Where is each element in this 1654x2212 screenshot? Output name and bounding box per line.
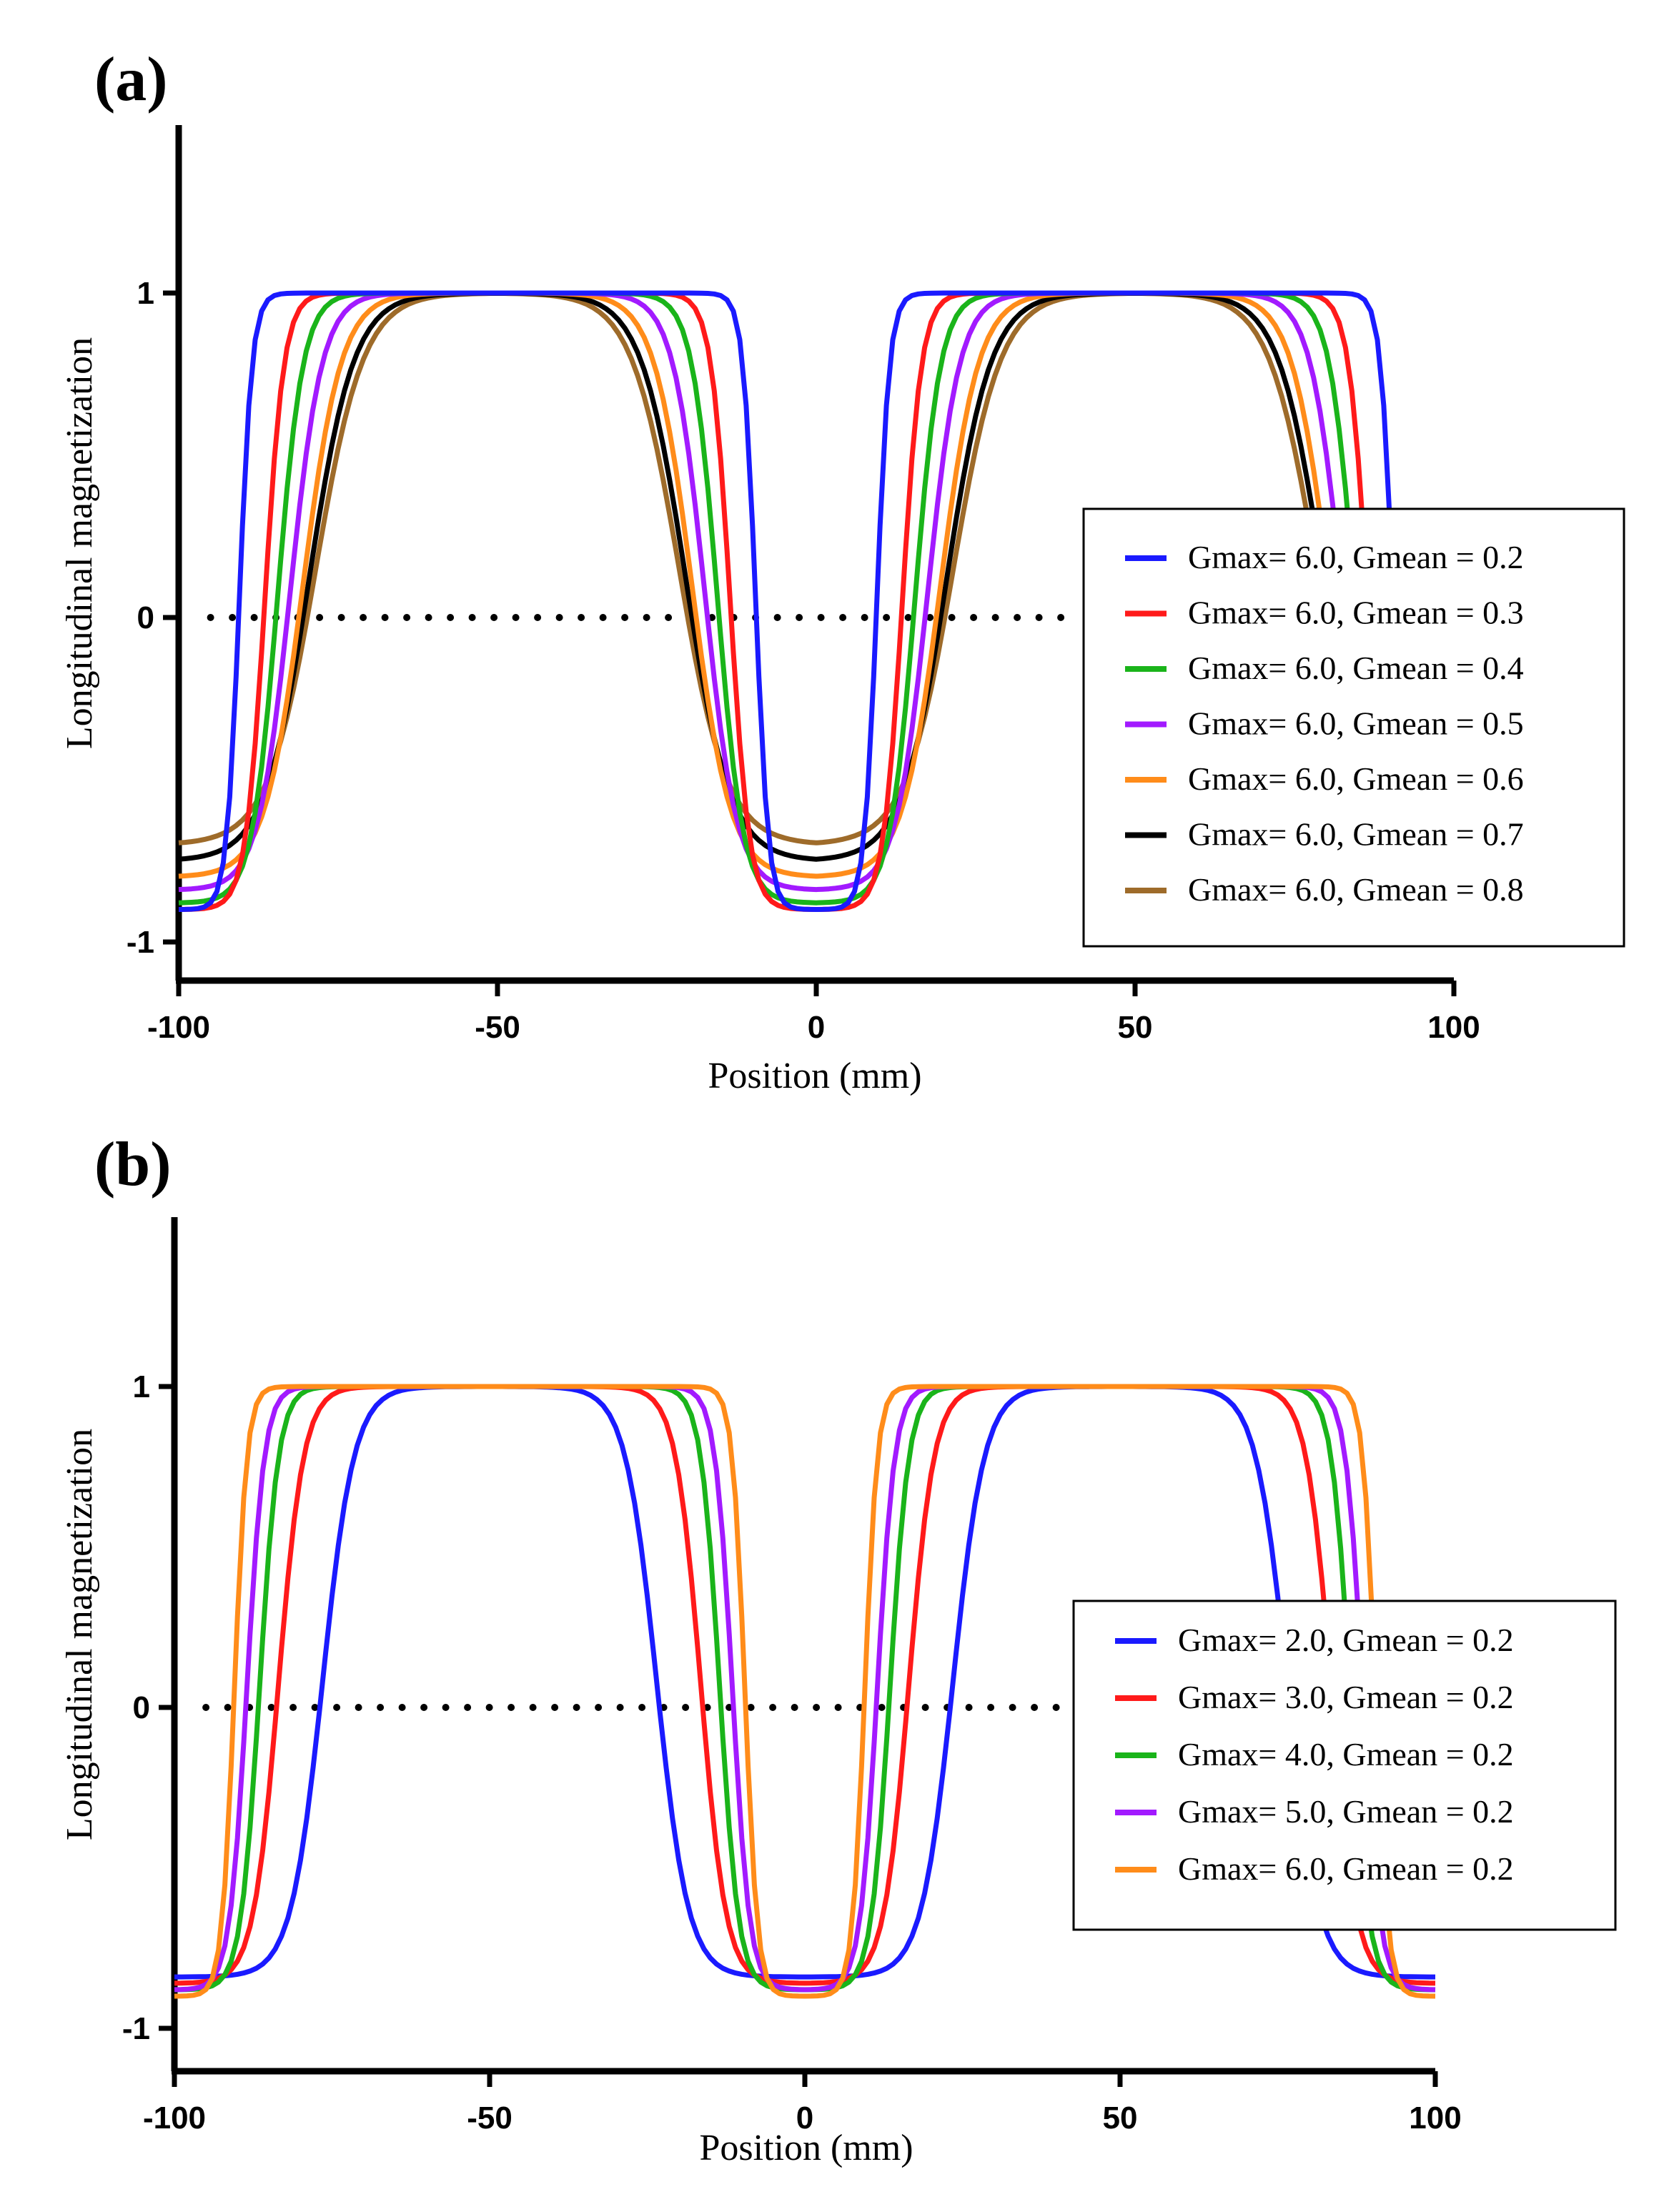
legend-label: Gmax= 6.0, Gmean = 0.2 [1178,1850,1514,1887]
legend-label: Gmax= 6.0, Gmean = 0.5 [1188,705,1524,742]
x-tick-label: 50 [1103,2101,1138,2136]
series-line [174,1384,1436,1999]
chart-panel-a: (a) -100 -50 0 50 100 -1 0 1 Position (mm) Longitu… [59,45,1625,1096]
legend-box [1082,507,1625,948]
legend-label: Gmax= 6.0, Gmean = 0.2 [1188,539,1524,575]
series-line [174,1384,1435,1980]
x-tick-label: -100 [143,2101,206,2136]
panel-label: (b) [94,1130,172,1199]
legend-label: Gmax= 6.0, Gmean = 0.6 [1188,760,1524,797]
y-tick-label: 0 [133,1690,150,1725]
series-line [178,290,1455,912]
x-tick-label: 100 [1427,1010,1480,1045]
panel-label: (a) [94,45,168,114]
legend-label: Gmax= 6.0, Gmean = 0.4 [1188,650,1524,686]
x-tick-label: 0 [808,1010,825,1045]
legend-label: Gmax= 3.0, Gmean = 0.2 [1178,1679,1514,1715]
legend-label: Gmax= 6.0, Gmean = 0.3 [1188,595,1524,631]
legend-label: Gmax= 2.0, Gmean = 0.2 [1178,1622,1514,1658]
x-tick-label: -50 [467,2101,512,2136]
legend: Gmax= 6.0, Gmean = 0.2 Gmax= 6.0, Gmean =… [1082,507,1625,948]
series-curves [174,1384,1436,1999]
legend: Gmax= 2.0, Gmean = 0.2 Gmax= 3.0, Gmean =… [1072,1600,1617,1931]
x-tick-label: -100 [147,1010,210,1045]
legend-box [1072,1600,1617,1931]
legend-label: Gmax= 4.0, Gmean = 0.2 [1178,1736,1514,1772]
series-line [178,290,1455,879]
y-axis-title: Longitudinal magnetization [59,1429,100,1840]
series-line [178,290,1455,845]
legend-label: Gmax= 6.0, Gmean = 0.7 [1188,816,1524,853]
x-tick-label: -50 [475,1010,520,1045]
legend-label: Gmax= 5.0, Gmean = 0.2 [1178,1793,1514,1830]
y-tick-label: 0 [137,600,154,635]
x-tick-label: 100 [1409,2101,1461,2136]
y-tick-label: 1 [137,276,154,311]
legend-label: Gmax= 6.0, Gmean = 0.8 [1188,871,1524,908]
x-tick-label: 50 [1118,1010,1153,1045]
x-axis-title: Position (mm) [708,1056,921,1096]
y-tick-label: -1 [122,2011,150,2046]
series-line [178,290,1455,862]
x-tick-label: 0 [796,2101,813,2136]
y-tick-label: -1 [127,925,154,960]
y-tick-label: 1 [133,1369,150,1404]
x-axis-title: Position (mm) [699,2128,913,2168]
y-axis-title: Longitudinal magnetization [59,337,100,749]
chart-panel-b: (b) -100 -50 0 50 100 -1 0 1 Position (mm) Longitu… [59,1130,1617,2168]
series-curves [178,290,1455,912]
